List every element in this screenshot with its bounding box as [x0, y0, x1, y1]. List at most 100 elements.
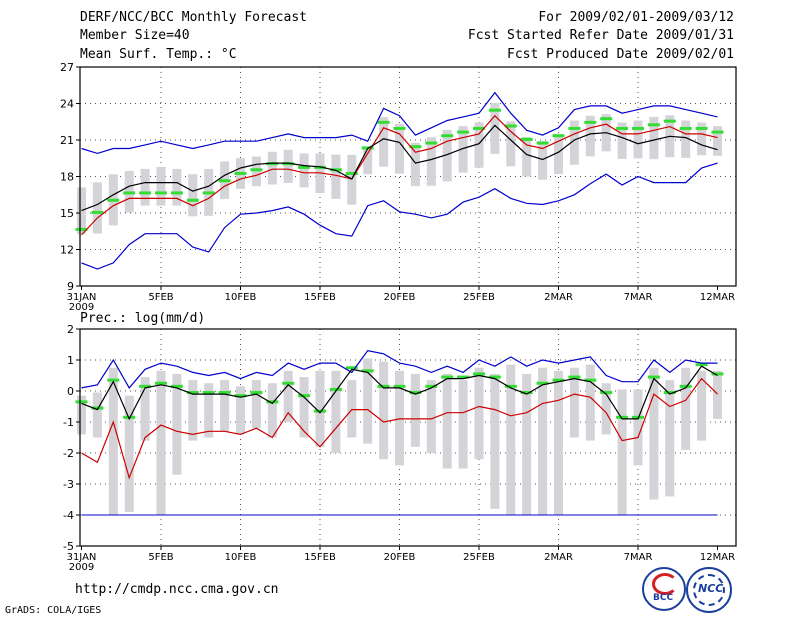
- prec-spread-box: [363, 358, 373, 444]
- temp-y-tick-label: 12: [60, 244, 74, 257]
- prec-y-tick-label: 2: [67, 323, 74, 336]
- prec-spread-box: [617, 389, 627, 515]
- prec-ensemble-bar: [584, 378, 597, 382]
- prec-spread-box: [426, 380, 436, 453]
- temp-spread-box: [426, 137, 436, 186]
- prec-ensemble-bar: [107, 378, 120, 382]
- prec-spread-box: [538, 367, 548, 515]
- footer-url[interactable]: http://cmdp.ncc.cma.gov.cn: [75, 582, 279, 597]
- bcc-logo-text: BCC: [653, 593, 674, 603]
- prec-spread-box: [569, 367, 579, 438]
- temp-x-year-label: 2009: [69, 302, 94, 313]
- temp-x-tick-label: 15FEB: [304, 292, 336, 303]
- prec-ensemble-bar: [695, 363, 708, 367]
- prec-ensemble-bar: [250, 391, 263, 395]
- prec-spread-box: [267, 383, 277, 438]
- temp-spread-box: [474, 122, 484, 168]
- temp-ensemble-bar: [425, 141, 438, 145]
- temp-y-tick-label: 15: [60, 207, 74, 220]
- temp-spread-box: [379, 117, 389, 167]
- temp-spread-box: [458, 126, 468, 173]
- temp-spread-box: [92, 182, 102, 234]
- prec-spread-box: [554, 370, 563, 515]
- prec-ensemble-bar: [647, 375, 660, 379]
- ncc-logo-text: NCC: [698, 582, 724, 595]
- prec-spread-box: [220, 380, 230, 432]
- temp-x-tick-label: 2MAR: [544, 292, 573, 303]
- prec-y-tick-label: 0: [67, 385, 74, 398]
- prec-spread-box: [379, 361, 389, 460]
- prec-spread-box: [283, 370, 293, 422]
- temp-ensemble-bar: [186, 198, 199, 202]
- prec-ensemble-bar: [377, 384, 390, 388]
- temp-ensemble-bar: [91, 210, 104, 214]
- temp-ensemble-bar: [647, 123, 660, 127]
- temp-y-tick-label: 18: [60, 171, 74, 184]
- prec-y-tick-label: -3: [63, 478, 74, 491]
- prec-ensemble-bar: [457, 375, 470, 379]
- prec-ensemble-bar: [298, 394, 311, 398]
- temp-spread-box: [283, 149, 293, 183]
- prec-x-tick-label: 15FEB: [304, 552, 336, 563]
- prec-ensemble-bar: [552, 378, 565, 382]
- temp-spread-box: [331, 154, 341, 199]
- prec-spread-box: [188, 380, 198, 441]
- temp-ensemble-bar: [266, 162, 279, 166]
- prec-ensemble-bar: [155, 381, 167, 385]
- prec-x-year-label: 2009: [69, 562, 94, 573]
- prec-ensemble-bar: [600, 391, 613, 395]
- temp-ensemble-bar: [107, 198, 120, 202]
- prec-spread-box: [410, 373, 420, 447]
- prec-ensemble-bar: [314, 409, 326, 413]
- temp-y-tick-label: 21: [60, 134, 74, 147]
- prec-x-tick-label: 2MAR: [544, 552, 573, 563]
- prec-ensemble-bar: [234, 394, 247, 398]
- prec-spread-box: [92, 392, 102, 438]
- prec-spread-box: [331, 370, 341, 453]
- variable-label: Mean Surf. Temp.: °C: [80, 47, 237, 62]
- prec-ensemble-bar: [139, 384, 152, 388]
- temp-x-tick-label: 12MAR: [700, 292, 735, 303]
- temp-x-tick-label: 25FEB: [463, 292, 495, 303]
- temp-ensemble-bar: [409, 145, 422, 149]
- temp-ensemble-bar: [695, 126, 708, 130]
- prec-ensemble-bar: [504, 384, 517, 388]
- temp-ensemble-bar: [711, 130, 724, 134]
- prec-ensemble-bar: [473, 372, 485, 376]
- prec-spread-box: [649, 367, 659, 500]
- prec-spread-box: [124, 395, 134, 512]
- prec-spread-box: [633, 389, 643, 466]
- temp-ensemble-bar: [139, 191, 152, 195]
- temp-ensemble-bar: [616, 126, 629, 130]
- prec-spread-box: [681, 367, 691, 450]
- temp-ensemble-bar: [282, 162, 295, 166]
- temp-ensemble-bar: [234, 171, 247, 175]
- temp-spread-box: [554, 133, 563, 175]
- temp-y-tick-label: 9: [67, 280, 74, 293]
- temp-ensemble-bar: [202, 191, 215, 195]
- temp-x-tick-label: 7MAR: [624, 292, 653, 303]
- temp-ensemble-bar: [393, 126, 406, 130]
- temp-spread-box: [681, 120, 691, 158]
- temp-spread-box: [267, 151, 277, 185]
- temp-spread-box: [649, 116, 659, 160]
- prec-plot-frame: [79, 328, 737, 547]
- prec-ensemble-bar: [202, 391, 215, 395]
- temp-spread-box: [506, 121, 516, 167]
- bcc-logo-swirl-icon: [652, 573, 678, 595]
- prec-spread-box: [490, 373, 500, 509]
- temp-ensemble-bar: [155, 191, 167, 195]
- prec-ensemble-bar: [186, 391, 199, 395]
- prec-ensemble-bar: [536, 381, 549, 385]
- temp-ensemble-bar: [377, 120, 390, 124]
- prec-ensemble-bar: [345, 366, 358, 370]
- temp-ensemble-bar: [663, 119, 676, 123]
- prec-ensemble-bar: [441, 375, 454, 379]
- temp-ensemble-bar: [600, 117, 613, 121]
- temp-spread-box: [188, 174, 198, 217]
- temp-spread-box: [442, 129, 452, 182]
- temp-y-tick-label: 24: [60, 98, 74, 111]
- temp-ensemble-bar: [679, 126, 692, 130]
- prec-spread-box: [713, 370, 722, 419]
- bcc-logo: BCC: [642, 567, 686, 611]
